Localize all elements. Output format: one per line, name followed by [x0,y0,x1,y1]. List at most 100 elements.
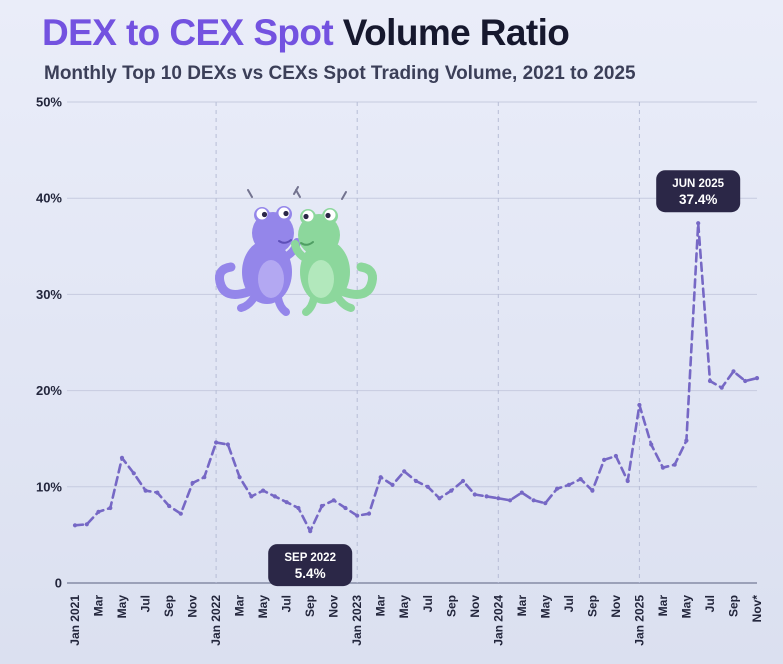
data-point-marker [660,465,666,470]
x-axis-tick-label: Mar [233,595,247,617]
data-point-marker [237,475,242,480]
data-point-marker [625,478,630,484]
mascot-purple-gecko [215,186,301,316]
data-point-marker [696,221,701,226]
data-point-marker [249,494,254,499]
y-axis-tick-label: 40% [36,191,62,206]
page-title: DEX to CEX Spot Volume Ratio [42,12,636,55]
data-point-marker [460,478,466,484]
x-axis-tick-label: Jul [280,595,294,612]
data-point-marker [214,440,219,445]
x-axis-tick-label: Jul [139,595,153,612]
annotation-box [268,544,353,587]
data-point-marker [672,462,677,467]
x-axis-tick-label: Mar [515,595,529,617]
annotation-value: 5.4% [295,566,326,581]
data-point-marker [261,488,266,493]
data-point-marker [355,513,360,518]
x-axis-tick-label: May [115,595,129,619]
y-axis-tick-label: 50% [36,95,62,110]
data-point-marker [190,480,195,486]
annotation-box [656,170,741,213]
data-point-marker [531,498,536,503]
data-point-marker [484,494,489,499]
mascots-illustration [215,186,377,316]
annotation-date: JUN 2025 [672,178,724,190]
x-axis-tick-label: Jul [421,595,435,612]
data-point-marker [319,503,324,509]
data-point-marker [119,455,125,460]
x-axis-tick-label: May [397,595,411,619]
data-point-marker [413,478,419,484]
data-point-marker [743,378,748,384]
data-point-marker [167,503,172,509]
data-point-marker [684,438,689,443]
mascot-green-gecko [291,189,377,316]
y-axis-tick-label: 0 [55,576,62,591]
annotation-value: 37.4% [679,192,717,207]
data-point-marker [331,498,336,503]
data-point-marker [425,484,430,489]
x-axis-tick-label: Nov [327,595,341,618]
data-point-marker [472,492,477,497]
data-point-marker [343,505,348,511]
data-point-marker [449,488,454,493]
data-point-marker [155,490,160,495]
title-accent: DEX to CEX Spot [42,12,334,53]
x-axis-tick-label: Jan 2025 [632,595,646,646]
data-point-marker [437,496,442,501]
data-point-marker [96,509,101,514]
data-point-marker [578,477,583,482]
x-axis-tick-label: Nov [186,595,200,618]
data-point-marker [649,442,654,447]
page-subtitle: Monthly Top 10 DEXs vs CEXs Spot Trading… [44,62,636,84]
annotation-date: SEP 2022 [284,552,336,564]
data-point-marker [613,453,619,459]
x-axis-tick-label: Sep [303,595,317,617]
x-axis-tick-label: May [538,595,552,619]
x-axis-tick-label: Sep [162,595,176,617]
data-point-marker [378,475,383,480]
data-point-marker [519,490,524,495]
data-point-marker [272,494,277,499]
data-point-marker [72,523,78,528]
y-axis-tick-label: 30% [36,287,62,302]
x-axis-tick-label: Jan 2022 [209,595,223,646]
x-axis-tick-label: Nov* [750,595,764,623]
data-point-marker [566,482,572,487]
x-axis-tick-label: Mar [374,595,388,617]
data-point-marker [590,488,595,493]
x-axis-tick-label: Nov [468,595,482,618]
data-point-marker [178,511,183,516]
data-point-marker [719,385,724,390]
x-axis-tick-label: Mar [656,595,670,617]
x-axis-tick-label: Jan 2021 [68,595,82,646]
y-axis-tick-label: 20% [36,383,62,398]
data-point-marker [555,486,560,491]
title-rest: Volume Ratio [333,12,570,53]
data-point-marker [707,378,713,384]
x-axis-tick-label: May [679,595,693,619]
x-axis-tick-label: Jul [703,595,717,612]
data-point-marker [508,498,513,503]
x-axis-tick-label: Mar [92,595,106,617]
data-point-marker [131,471,136,476]
x-axis-tick-label: May [256,595,270,619]
data-point-marker [284,500,289,505]
ratio-line-series [73,221,759,533]
data-point-marker [754,376,760,381]
data-point-marker [84,522,89,527]
chart-header: DEX to CEX Spot Volume Ratio Monthly Top… [42,12,636,85]
data-point-marker [402,469,407,474]
x-axis-tick-label: Sep [444,595,458,617]
data-point-marker [390,482,395,487]
data-point-marker [366,511,372,516]
data-point-marker [602,457,607,462]
x-axis-tick-label: Jan 2024 [491,595,505,646]
x-axis-tick-label: Jul [562,595,576,612]
x-axis-tick-label: Jan 2023 [350,595,364,646]
y-axis-tick-label: 10% [36,479,62,494]
x-axis-tick-label: Sep [585,595,599,617]
data-point-marker [308,529,313,534]
